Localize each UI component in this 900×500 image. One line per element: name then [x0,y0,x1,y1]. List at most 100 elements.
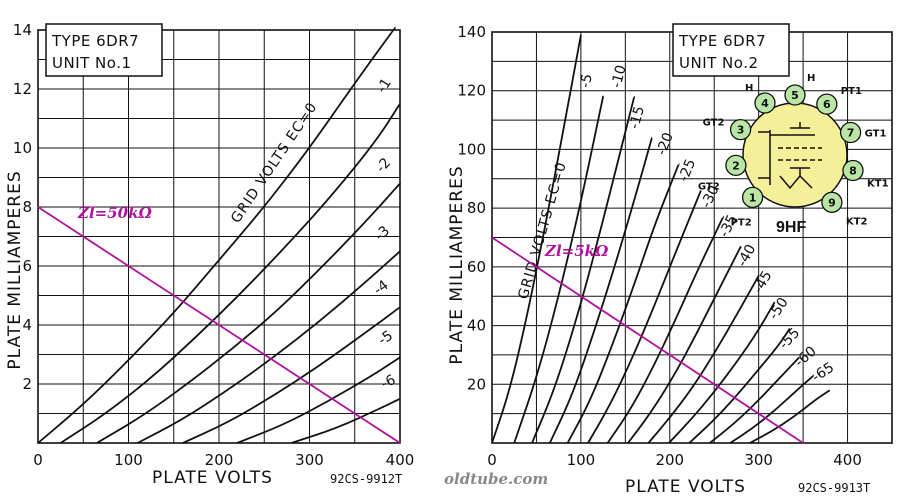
pin-number: 7 [847,127,855,140]
y-tick-label: 8 [22,198,32,216]
y-tick-label: 140 [457,23,486,41]
pin-label: GT1 [865,129,887,140]
curve-grid--20 [566,163,680,444]
load-line [491,236,804,444]
curve-grid--50 [688,328,791,444]
pin-9 [821,191,843,213]
type-line-1: TYPE 6DR7 [51,32,139,50]
load-line-label: Zl=5kΩ [544,242,609,260]
curve-grid-0 [491,34,582,444]
x-tick-label: 200 [655,451,684,469]
tick-labels: 0 100 200 300 400 2 4 6 8 10 12 14 [13,21,414,469]
pin-label: GT2 [698,181,720,192]
curve-label--55: -55 [776,325,803,353]
pin-number: 8 [849,165,857,178]
curve-grid--5 [513,95,604,444]
pin-number: 6 [823,98,831,111]
pin-label: H [807,73,815,84]
y-tick-label: 60 [467,258,486,276]
pin-label: KT1 [867,179,889,190]
pin-7 [839,121,862,144]
y-tick-label: 80 [467,199,486,217]
curve-grid--2 [96,182,401,444]
curve-grid--45 [668,301,776,444]
curve-grid--30 [606,216,725,444]
pin-label: GT2 [703,118,725,129]
y-tick-label: 40 [467,317,486,335]
curve-label--2: -2 [373,155,394,176]
type-line-2: UNIT No.1 [52,54,132,72]
curve-label--3: -3 [372,223,393,244]
curve-grid--40 [647,274,760,444]
electrode-symbols [758,122,822,190]
y-tick-label: 2 [22,375,32,393]
x-tick-label: 0 [487,451,497,469]
curve-grid--5 [236,356,401,444]
pin-1 [741,186,764,209]
grid [491,31,893,444]
curve-label--40: -40 [734,242,759,270]
curve-label--50: -50 [766,295,792,323]
pin-number: 3 [737,124,745,137]
y-tick-label: 10 [13,139,32,157]
figure-code: 92CS-9912T [330,472,402,486]
curve-label--6: -6 [379,372,399,393]
pin-5 [784,84,806,106]
pin-2 [725,154,747,177]
x-tick-label: 300 [295,451,324,469]
curve-label--5: -5 [577,72,596,89]
curve-grid-0 [37,26,397,444]
curve-label--25: -25 [676,157,699,184]
pin-number: 1 [749,191,757,204]
curve-grid--25 [587,190,702,444]
curve-grid--10 [531,95,636,444]
pin-number: 9 [828,196,836,209]
figure-code: 92CS-9913T [798,481,870,495]
plate-curves [491,34,831,444]
y-tick-label: 4 [22,316,32,334]
curve-grid--6 [291,397,401,444]
curve-grid--15 [548,136,653,444]
curve-labels: -1-2-3-4-5-6 [371,76,398,393]
x-axis-label: PLATE VOLTS [152,468,273,488]
pin-number: 4 [761,97,769,110]
x-tick-label: 400 [386,451,415,469]
x-axis-label: PLATE VOLTS [625,477,746,497]
y-tick-label: 20 [467,375,486,393]
y-tick-label: 6 [22,257,32,275]
curve-label--1: -1 [374,76,395,96]
curve-label--45: -45 [750,268,775,296]
base-code: 9HF [776,219,806,236]
watermark: oldtube.com [444,470,548,488]
curve-label--20: -20 [654,130,677,157]
curve-label--65: -65 [809,360,837,386]
type-box [672,23,790,77]
type-line-1: TYPE 6DR7 [678,32,766,50]
pin-number: 5 [791,89,799,102]
curve-grid--65 [749,389,831,444]
type-box [45,23,163,77]
pin-6 [816,93,838,115]
type-line-2: UNIT No.2 [679,54,759,72]
plate-curves [37,26,401,444]
curve-label--15: -15 [626,104,648,130]
pin-label: PT1 [841,86,862,97]
y-axis-label: PLATE MILLIAMPERES [447,165,467,364]
plot-frame [37,29,401,444]
y-axis-label: PLATE MILLIAMPERES [5,170,25,369]
curve-grid--60 [729,374,815,444]
load-line [37,206,401,444]
y-tick-label: 100 [457,140,486,158]
y-tick-label: 14 [13,21,32,39]
x-tick-label: 200 [205,451,234,469]
pin-label: KT2 [846,216,868,227]
x-tick-label: 100 [114,451,143,469]
x-tick-label: 300 [744,451,773,469]
pin-label: H [745,83,753,94]
x-tick-label: 0 [33,451,43,469]
